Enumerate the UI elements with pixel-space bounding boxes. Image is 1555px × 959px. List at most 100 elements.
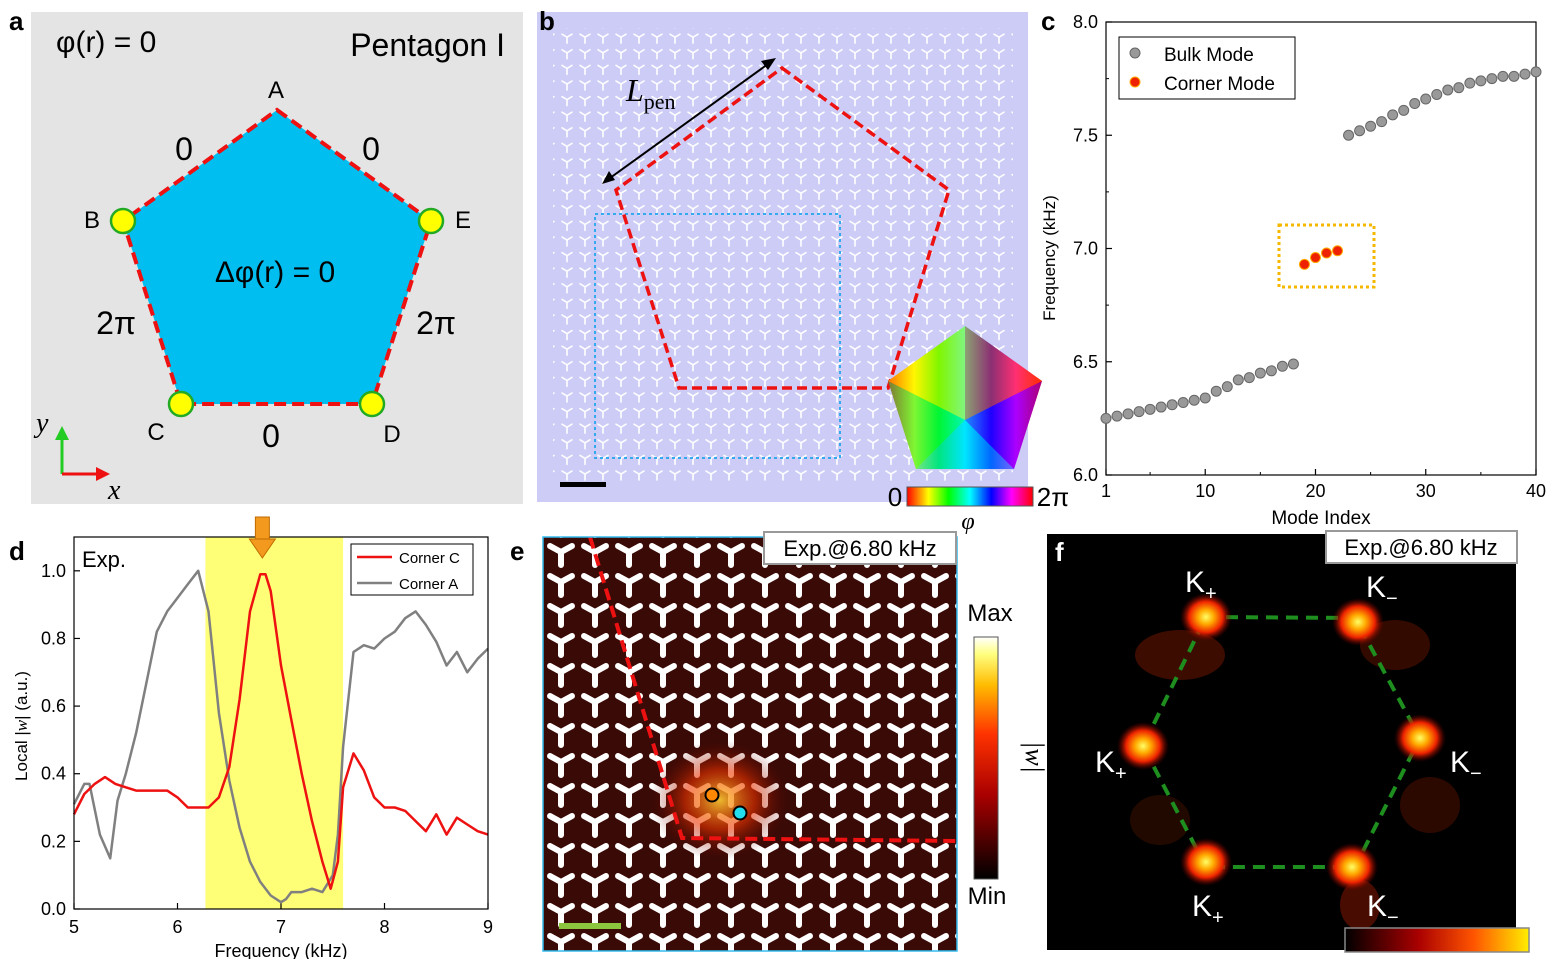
pentagon-boundary bbox=[613, 65, 952, 390]
bulk-mode-point bbox=[1497, 70, 1509, 82]
valley-spot bbox=[1180, 593, 1232, 641]
vertex-b-label: B bbox=[84, 207, 100, 234]
d-xtick-label: 8 bbox=[379, 917, 389, 937]
valley-spot bbox=[1117, 722, 1169, 770]
panel-d: 5 6 7 8 9 0.0 0.2 0.4 0.6 0.8 1.0 Exp. Corner C Co… bbox=[12, 516, 493, 959]
chart-d-frame bbox=[73, 536, 489, 910]
c-ytick-label: 7.0 bbox=[1073, 239, 1098, 259]
bulk-mode-point bbox=[1254, 367, 1266, 379]
vertex-a-label: A bbox=[268, 77, 284, 104]
vertex-e-marker bbox=[417, 207, 445, 235]
chart-c-ylabel: Frequency (kHz) bbox=[1040, 195, 1059, 321]
bulk-mode-point bbox=[1475, 75, 1487, 87]
edge-ab-label: 0 bbox=[175, 131, 193, 167]
panel-label-b: b bbox=[539, 6, 555, 36]
panel-a: φ(r) = 0 Pentagon I Δφ(r) = 0 A B C D E … bbox=[31, 12, 523, 506]
measurement-region-box bbox=[594, 213, 841, 459]
bulk-mode-point bbox=[1144, 403, 1156, 415]
valley-spot bbox=[1180, 838, 1232, 886]
chart-d-ylabel: Local |w| (a.u.) bbox=[12, 671, 31, 781]
scale-bar bbox=[560, 482, 606, 487]
laplace-equation: Δφ(r) = 0 bbox=[215, 256, 335, 289]
pentagon-title: Pentagon I bbox=[350, 27, 505, 63]
bulk-mode-point bbox=[1519, 68, 1531, 80]
amplitude-colorbar-label: |w| bbox=[1020, 741, 1049, 773]
edge-ed-label: 2π bbox=[416, 305, 456, 341]
chart-d-xlabel: Frequency (kHz) bbox=[214, 941, 347, 959]
bulk-mode-point bbox=[1387, 109, 1399, 121]
d-xtick-label: 9 bbox=[483, 917, 493, 937]
scale-bar-e bbox=[559, 923, 621, 929]
tag-text-f: Exp.@6.80 kHz bbox=[1344, 535, 1497, 560]
bulk-mode-point bbox=[1133, 406, 1145, 418]
pentagon-edge-overlay bbox=[588, 537, 957, 843]
bulk-mode-point bbox=[1343, 129, 1355, 141]
corner-a-line bbox=[72, 569, 489, 904]
edge-bc-label: 2π bbox=[96, 305, 136, 341]
bulk-mode-point bbox=[1232, 374, 1244, 386]
corner-mode-point bbox=[1298, 258, 1310, 270]
tag-box-e bbox=[763, 531, 957, 565]
c-ytick-label: 6.0 bbox=[1073, 465, 1098, 485]
bulk-mode-point bbox=[1409, 98, 1421, 110]
legend-corner-mode: Corner Mode bbox=[1164, 74, 1275, 95]
field-map-border bbox=[542, 536, 958, 952]
amplitude-colorbar-max: Max bbox=[967, 600, 1012, 627]
chart-d-legend: Corner C Corner A bbox=[350, 543, 474, 596]
corner-mode-point bbox=[1309, 252, 1321, 264]
field-map-lattice bbox=[543, 537, 957, 951]
d-ytick-label: 0.0 bbox=[41, 899, 66, 919]
c-xtick-label: 30 bbox=[1416, 481, 1436, 501]
valley-label: K+ bbox=[1095, 746, 1127, 785]
vertex-e-label: E bbox=[455, 207, 471, 234]
chart-d-lines bbox=[72, 569, 489, 904]
axis-x-label: x bbox=[107, 475, 121, 506]
c-xtick-label: 10 bbox=[1195, 481, 1215, 501]
phase-colorbar-label: φ bbox=[961, 509, 974, 535]
bulk-mode-point bbox=[1508, 70, 1520, 82]
d-xtick-label: 5 bbox=[69, 917, 79, 937]
corner-mode-point bbox=[1321, 247, 1333, 259]
corner-a-probe bbox=[732, 805, 748, 821]
amplitude-colorbar-min: Min bbox=[968, 883, 1007, 910]
valley-label: K− bbox=[1366, 571, 1398, 610]
noise-glow-5 bbox=[1340, 880, 1380, 930]
valley-label: K− bbox=[1450, 746, 1482, 785]
vertex-b-marker bbox=[109, 207, 137, 235]
panel-label-c: c bbox=[1041, 6, 1055, 36]
edge-cd-label: 0 bbox=[262, 418, 280, 454]
axes-indicator: y x bbox=[33, 408, 121, 506]
bulk-mode-point bbox=[1265, 365, 1277, 377]
valley-spot bbox=[1326, 843, 1378, 891]
chart-c-legend: Bulk Mode Corner Mode bbox=[1118, 36, 1296, 100]
d-ytick-label: 0.8 bbox=[41, 628, 66, 648]
panel-label-e: e bbox=[510, 536, 524, 566]
noise-glow-1 bbox=[1135, 630, 1225, 680]
chart-d-annotation: Exp. bbox=[82, 547, 126, 572]
bulk-mode-point bbox=[1354, 125, 1366, 137]
d-xtick-label: 6 bbox=[172, 917, 182, 937]
bulk-mode-point bbox=[1122, 408, 1134, 420]
bulk-mode-point bbox=[1464, 77, 1476, 89]
chart-c-xlabel: Mode Index bbox=[1271, 508, 1371, 529]
panel-label-a: a bbox=[9, 6, 24, 36]
valley-spot bbox=[1394, 714, 1446, 762]
arrow-head bbox=[248, 538, 277, 559]
vertex-markers bbox=[109, 207, 445, 418]
bulk-mode-point bbox=[1210, 385, 1222, 397]
valley-labels: K+ K− K− K+ K+ K− bbox=[1095, 566, 1482, 929]
c-ytick-label: 7.5 bbox=[1073, 125, 1098, 145]
d-ytick-label: 0.4 bbox=[41, 764, 66, 784]
tag-box-f bbox=[1325, 530, 1518, 564]
bulk-mode-point bbox=[1486, 73, 1498, 85]
bulk-mode-point bbox=[1177, 397, 1189, 409]
pentagon-fill bbox=[120, 107, 434, 406]
chart-d-ticks: 5 6 7 8 9 0.0 0.2 0.4 0.6 0.8 1.0 bbox=[41, 561, 493, 937]
bulk-mode-point bbox=[1365, 120, 1377, 132]
bulk-mode-point bbox=[1431, 88, 1443, 100]
legend-corner-c: Corner C bbox=[399, 550, 460, 567]
vertex-c-marker bbox=[167, 390, 195, 418]
corner-mode-point bbox=[1332, 245, 1344, 257]
panel-label-d: d bbox=[9, 536, 25, 566]
c-xtick-label: 20 bbox=[1305, 481, 1325, 501]
